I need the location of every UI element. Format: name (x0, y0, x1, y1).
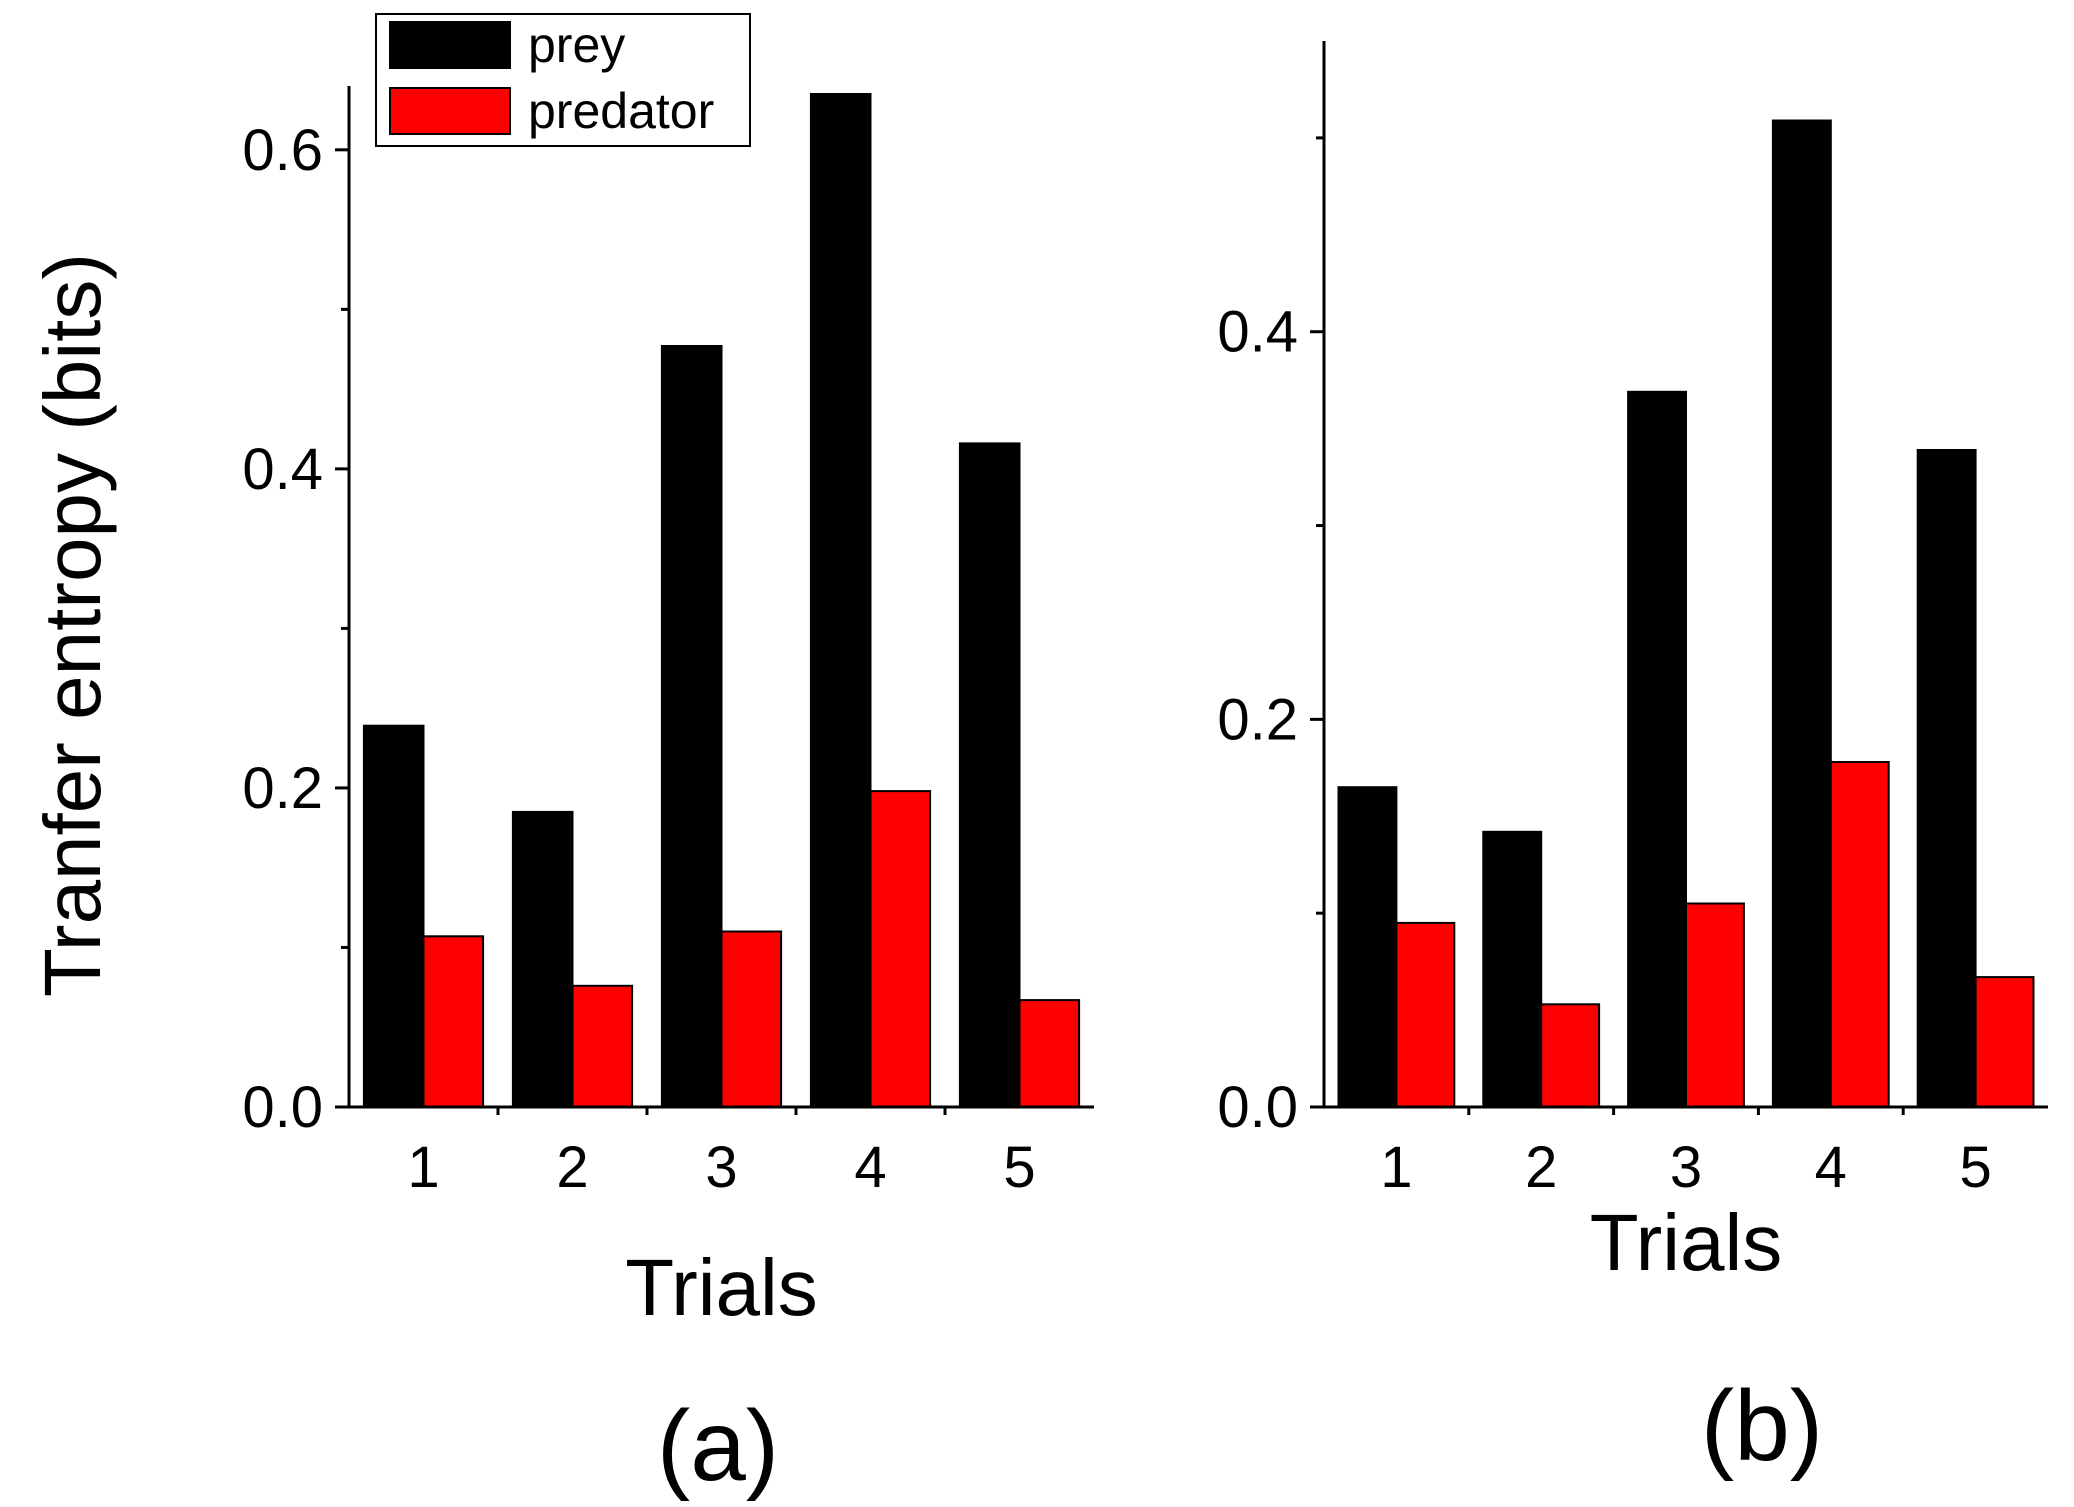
bar-prey-trial-4 (809, 93, 872, 1108)
legend-label-prey: prey (528, 17, 625, 73)
bar-prey-trial-2 (1482, 830, 1543, 1108)
legend-label-predator: predator (528, 83, 714, 139)
bar-predator-trial-3 (1685, 902, 1745, 1108)
panel-label: (b) (1701, 1370, 1823, 1482)
x-tick-label: 4 (1815, 1135, 1847, 1200)
bar-prey-trial-1 (1337, 786, 1398, 1108)
bar-predator-trial-1 (1395, 921, 1456, 1109)
bar-prey-trial-5 (958, 442, 1021, 1108)
bar-predator-trial-4 (1829, 761, 1890, 1108)
bar-predator-trial-3 (720, 930, 783, 1108)
bar-predator-trial-5 (1018, 999, 1081, 1108)
x-tick-label: 4 (854, 1135, 886, 1200)
bar-prey-trial-3 (660, 345, 723, 1108)
bar-predator-trial-2 (571, 984, 634, 1108)
bar-predator-trial-1 (422, 935, 485, 1108)
legend: prey predator (375, 13, 751, 147)
bar-prey-trial-3 (1627, 390, 1687, 1108)
bar-predator-trial-4 (869, 790, 932, 1108)
y-tick-label: 0.2 (242, 756, 323, 821)
y-tick-label: 0.2 (1217, 687, 1298, 752)
chart-panel-a: 0.0 0.2 0.4 0.6 1 2 3 4 5 Trials Tranfer entropy (… (28, 86, 1094, 1502)
x-tick-label: 5 (1959, 1135, 1991, 1200)
bar-prey-trial-2 (511, 810, 574, 1109)
y-tick-label: 0.4 (1217, 300, 1298, 365)
x-tick-label: 5 (1003, 1135, 1035, 1200)
x-tick-label: 2 (1525, 1135, 1557, 1200)
x-axis-title: Trials (625, 1243, 818, 1332)
bar-prey-trial-1 (362, 724, 425, 1108)
y-tick-label: 0.6 (242, 118, 323, 183)
panel-label: (a) (657, 1390, 779, 1502)
legend-swatch-predator (389, 87, 511, 135)
bar-prey-trial-4 (1771, 119, 1832, 1108)
x-tick-label: 1 (407, 1135, 439, 1200)
x-axis-title: Trials (1590, 1198, 1783, 1287)
bar-predator-trial-5 (1974, 976, 2035, 1108)
y-tick-label: 0.0 (1217, 1075, 1298, 1140)
bar-prey-trial-5 (1916, 449, 1977, 1108)
x-tick-label: 3 (705, 1135, 737, 1200)
x-tick-label: 1 (1380, 1135, 1412, 1200)
x-tick-label: 2 (556, 1135, 588, 1200)
y-tick-label: 0.0 (242, 1075, 323, 1140)
x-tick-label: 3 (1670, 1135, 1702, 1200)
y-axis-title: Tranfer entropy (bits) (28, 253, 117, 997)
legend-swatch-prey (389, 21, 511, 69)
y-tick-label: 0.4 (242, 437, 323, 502)
bar-predator-trial-2 (1540, 1003, 1601, 1108)
chart-panel-b: 0.0 0.2 0.4 1 2 3 4 5 Trials (b) (1217, 41, 2048, 1482)
